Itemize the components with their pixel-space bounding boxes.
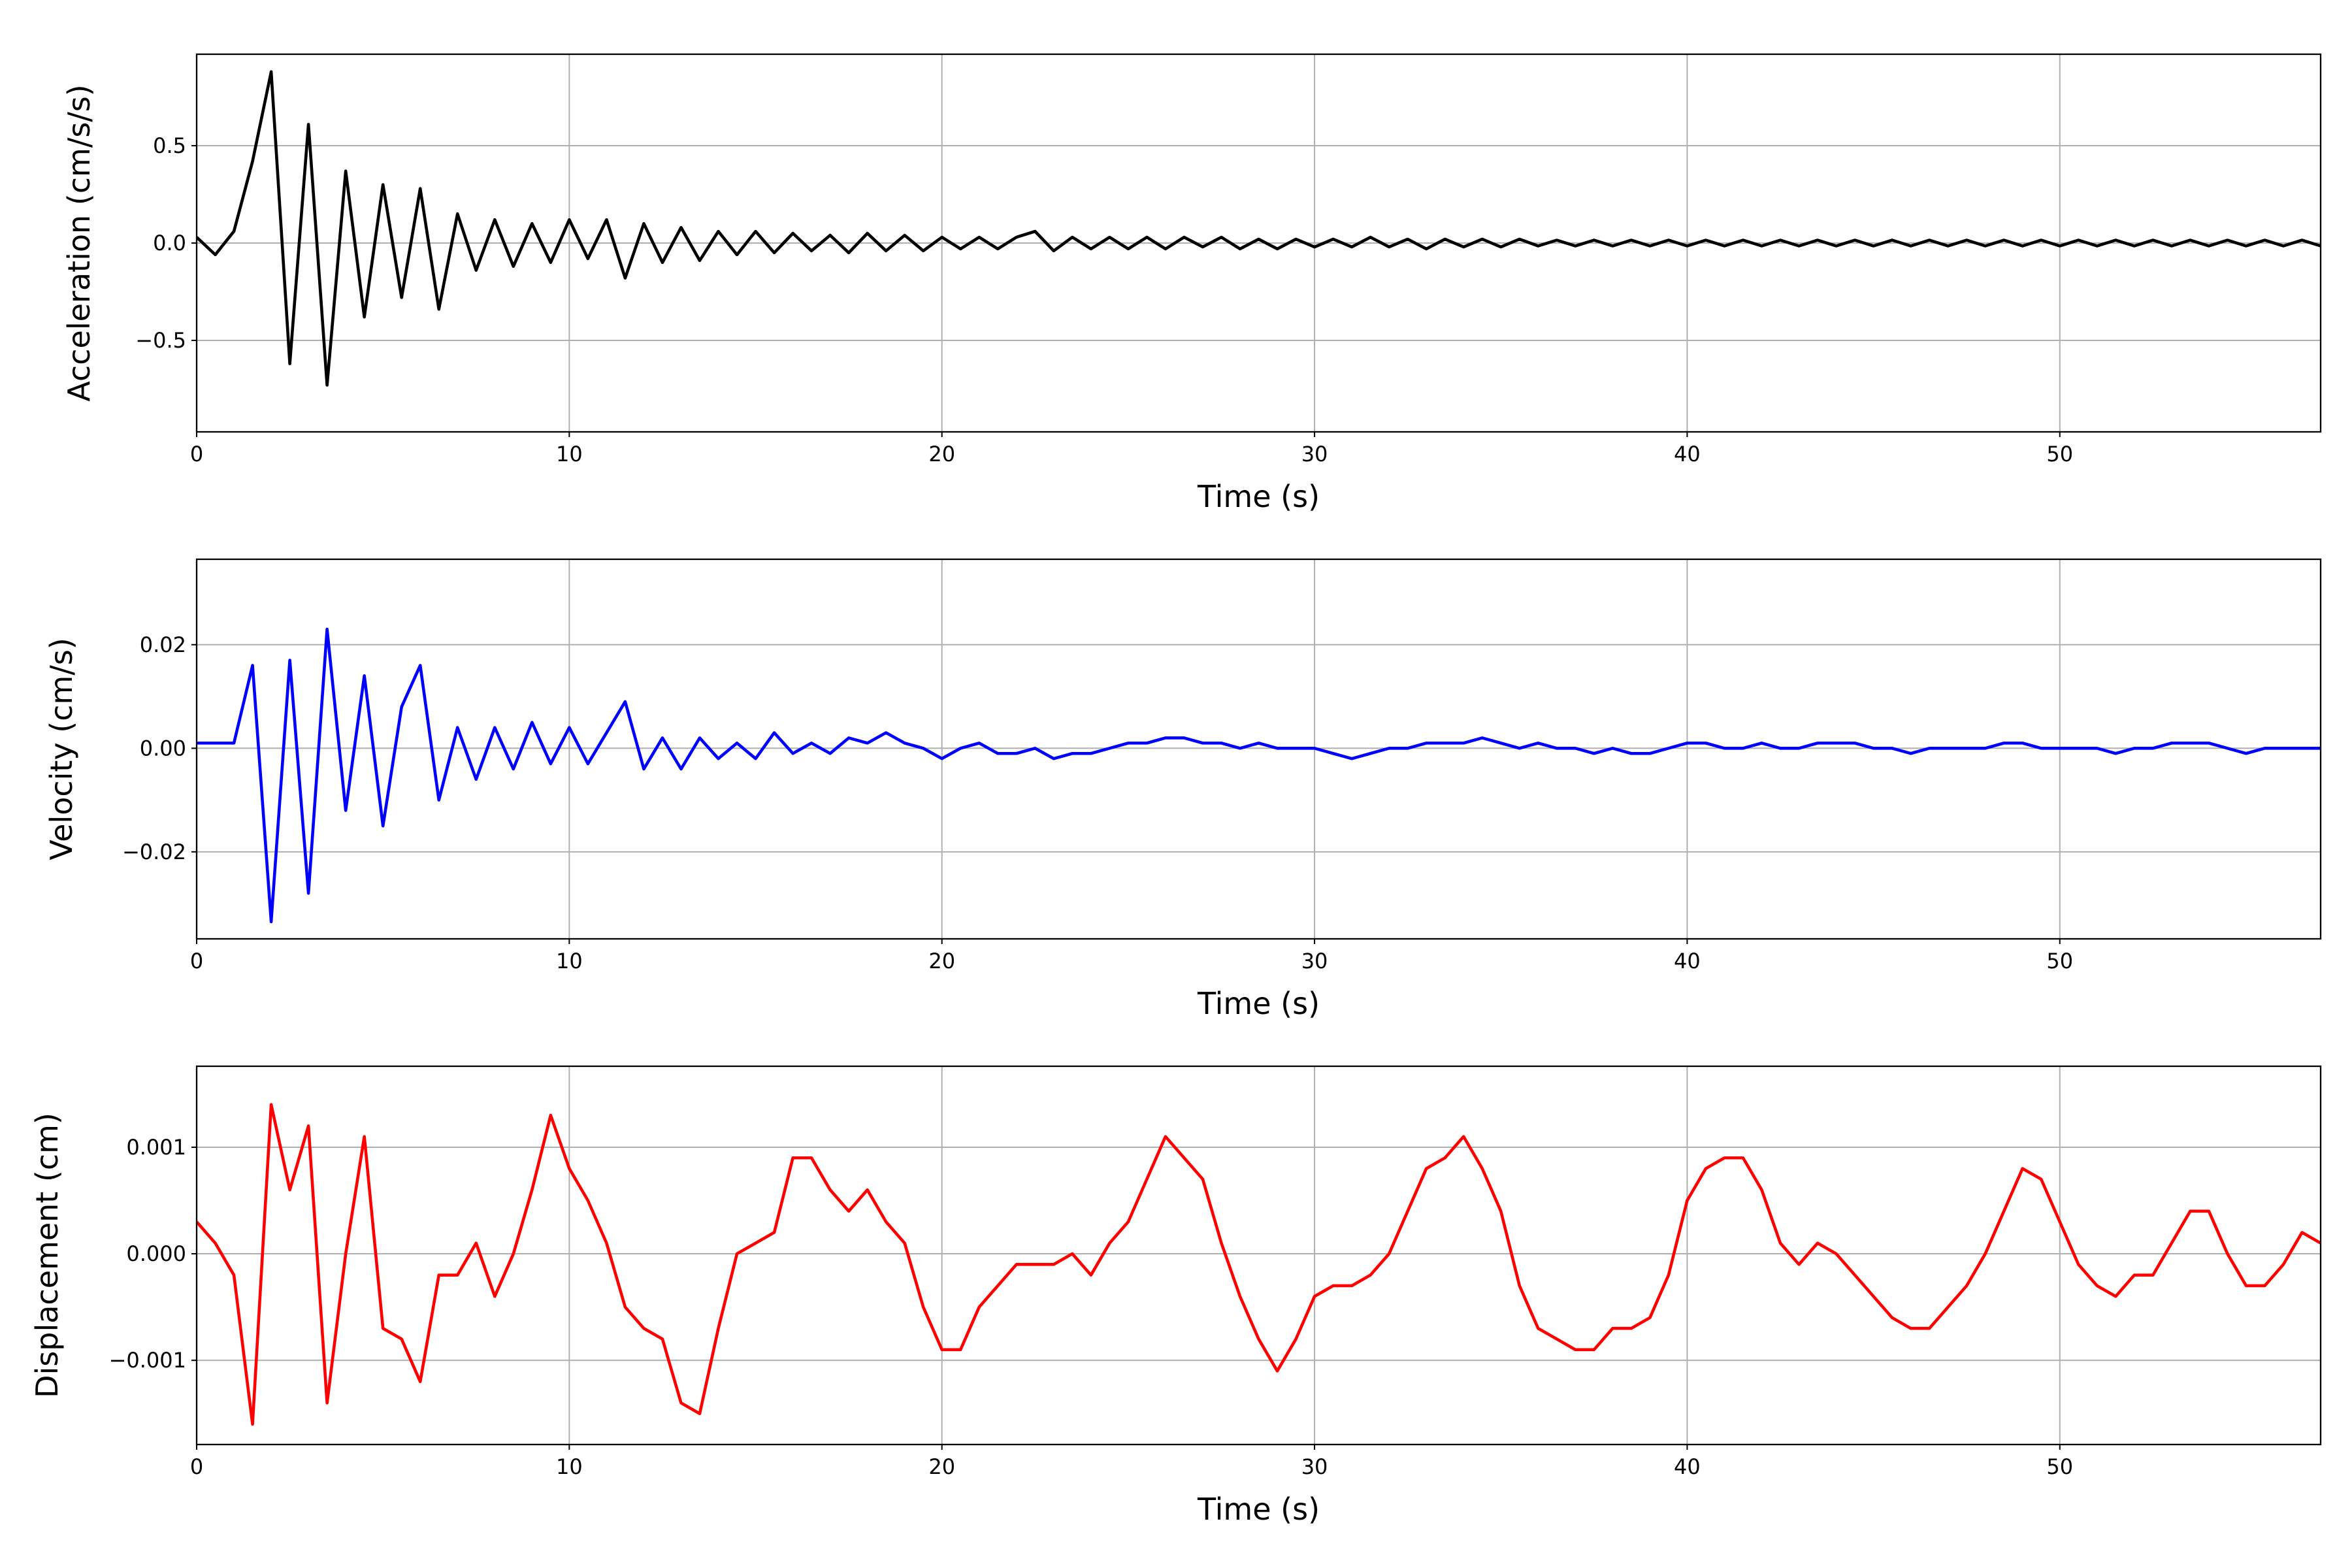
- x-tick-label: 30: [1301, 949, 1328, 973]
- axes-frame: [195, 558, 2322, 940]
- x-axis-label: Time (s): [1197, 1492, 1320, 1527]
- x-tick-label: 0: [190, 442, 203, 466]
- x-tick-label: 50: [2046, 1454, 2073, 1479]
- y-axis-label: Velocity (cm/s): [44, 638, 79, 860]
- x-tick-label: 30: [1301, 1454, 1328, 1479]
- y-tick-label: 0.02: [140, 632, 186, 657]
- x-tick-label: 10: [556, 949, 583, 973]
- data-line: [197, 70, 2321, 387]
- x-tick-label: 30: [1301, 442, 1328, 466]
- x-tick-label: 0: [190, 949, 203, 973]
- y-tick-label: 0.5: [153, 133, 186, 158]
- data-line: [197, 627, 2321, 924]
- subplot: 0 10 20 30 40 50 −0.5 0.0 0.5 Time (s) Acceleratio…: [61, 53, 2322, 514]
- y-axis-label: Acceleration (cm/s/s): [61, 84, 97, 401]
- x-axis-label: Time (s): [1197, 986, 1320, 1021]
- axes-frame: [195, 53, 2322, 433]
- x-tick-label: 40: [1674, 1454, 1701, 1479]
- x-tick-label: 0: [190, 1454, 203, 1479]
- x-tick-label: 10: [556, 1454, 583, 1479]
- x-tick-label: 50: [2046, 949, 2073, 973]
- y-axis-label: Displacement (cm): [29, 1113, 65, 1398]
- x-tick-label: 50: [2046, 442, 2073, 466]
- x-tick-label: 20: [928, 1454, 955, 1479]
- x-tick-label: 20: [928, 949, 955, 973]
- y-tick-label: 0.0: [153, 231, 186, 255]
- x-tick-label: 10: [556, 442, 583, 466]
- subplot: 0 10 20 30 40 50 −0.001 0.000 0.001 Time (s) Displ…: [29, 1065, 2322, 1527]
- y-tick-label: 0.000: [126, 1241, 186, 1266]
- x-tick-label: 40: [1674, 949, 1701, 973]
- x-tick-label: 20: [928, 442, 955, 466]
- x-tick-label: 40: [1674, 442, 1701, 466]
- data-line: [197, 1103, 2321, 1426]
- y-tick-label: −0.02: [122, 840, 186, 864]
- subplot: 0 10 20 30 40 50 −0.02 0.00 0.02 Time (s) Velocity…: [44, 558, 2322, 1021]
- x-axis-label: Time (s): [1197, 479, 1320, 514]
- axes-frame: [195, 1065, 2322, 1446]
- y-tick-label: 0.001: [126, 1135, 186, 1160]
- y-tick-label: 0.00: [140, 736, 186, 760]
- y-tick-label: −0.001: [109, 1348, 186, 1373]
- y-tick-label: −0.5: [135, 328, 186, 353]
